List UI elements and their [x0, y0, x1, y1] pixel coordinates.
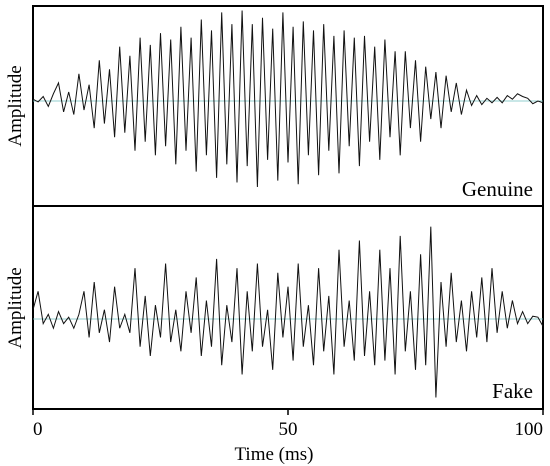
- fake-panel-label: Fake: [492, 379, 533, 403]
- genuine-panel-label: Genuine: [462, 177, 533, 201]
- fake-waveform-line: [32, 226, 544, 398]
- x-axis-label: Time (ms): [234, 444, 313, 465]
- x-tick-label: 100: [515, 419, 544, 440]
- genuine-waveform-line: [32, 10, 544, 187]
- x-axis-ticks: 0 50 100: [32, 409, 544, 440]
- genuine-panel-frame: [32, 5, 544, 207]
- fake-y-axis-label: Amplitude: [5, 267, 26, 348]
- x-tick-label: 50: [279, 419, 298, 440]
- genuine-y-axis-label: Amplitude: [5, 65, 26, 146]
- fake-panel-frame: [32, 205, 544, 410]
- x-tick-label: 0: [33, 419, 43, 440]
